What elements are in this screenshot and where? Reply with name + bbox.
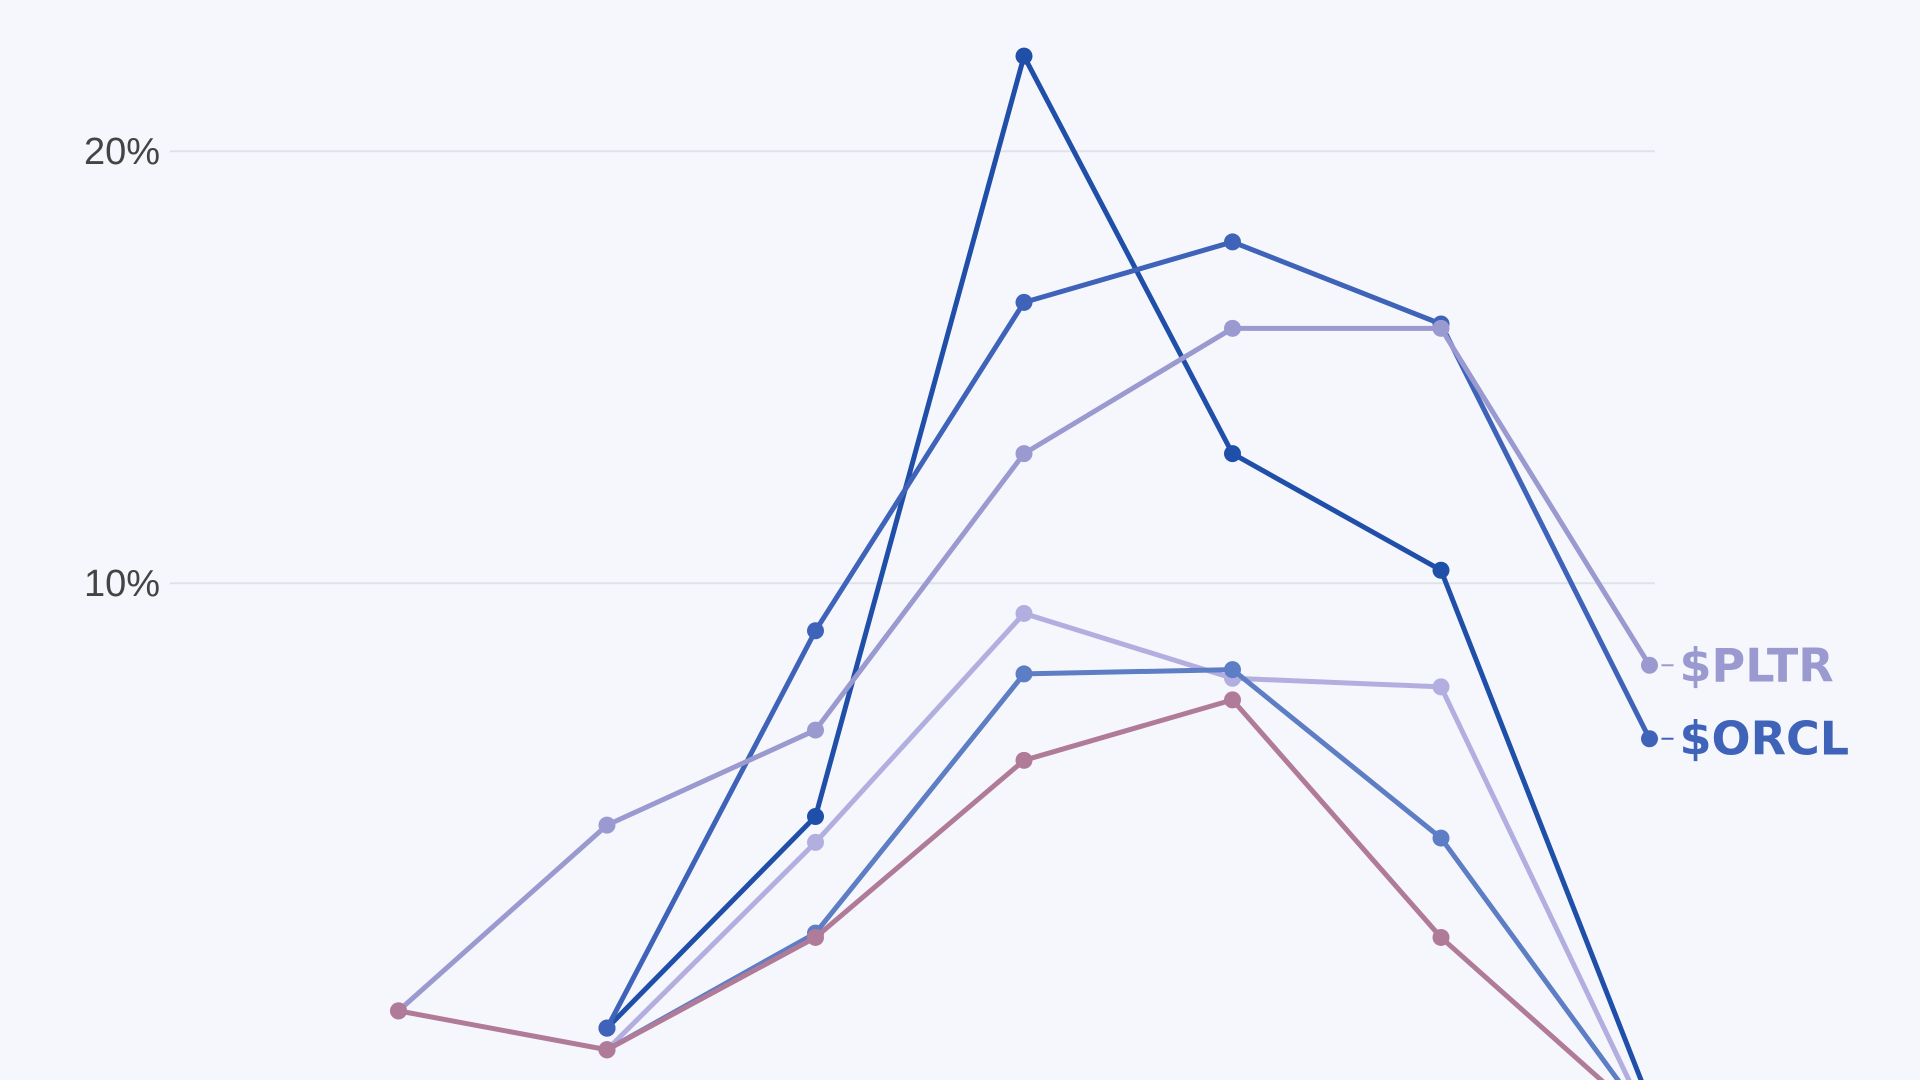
data-point <box>807 807 824 825</box>
y-tick-label: 20% <box>84 131 160 173</box>
series-end-label: $ORCL <box>1680 712 1850 766</box>
data-point <box>598 1041 616 1059</box>
data-point <box>1432 319 1450 337</box>
data-point <box>598 1019 616 1037</box>
data-point <box>1432 829 1450 847</box>
series-0 <box>598 47 1644 1080</box>
series-end-labels: $ORCL $PLTR <box>1661 638 1850 766</box>
y-axis-ticks: 10% 20% <box>84 131 160 605</box>
data-point <box>1015 665 1033 683</box>
data-point <box>807 721 824 739</box>
data-point <box>1015 47 1033 65</box>
data-point <box>1224 445 1241 463</box>
data-point <box>1015 751 1033 769</box>
gridlines <box>170 150 1655 585</box>
data-point <box>1641 730 1658 748</box>
y-tick-label: 10% <box>84 563 160 605</box>
series-line <box>604 667 1622 1080</box>
series-line <box>604 239 1652 1031</box>
data-point <box>1015 293 1033 311</box>
series-line <box>604 53 1644 1080</box>
data-point <box>807 833 824 851</box>
data-point <box>1224 691 1241 709</box>
series-lines <box>390 47 1658 1080</box>
data-point <box>1015 604 1033 622</box>
data-point <box>1224 319 1241 337</box>
data-point <box>1641 656 1658 674</box>
data-point <box>1015 445 1033 463</box>
data-point <box>1224 233 1241 251</box>
data-point <box>598 816 616 834</box>
data-point <box>807 928 824 946</box>
series-3 <box>598 604 1632 1080</box>
series-line <box>604 610 1632 1080</box>
data-point <box>1432 928 1450 946</box>
data-point <box>1432 678 1450 696</box>
data-point <box>1224 661 1241 679</box>
series-5 <box>390 691 1605 1080</box>
data-point <box>807 622 824 640</box>
data-point <box>1432 561 1450 579</box>
data-point <box>390 1002 407 1020</box>
series-end-label: $PLTR <box>1680 638 1834 692</box>
